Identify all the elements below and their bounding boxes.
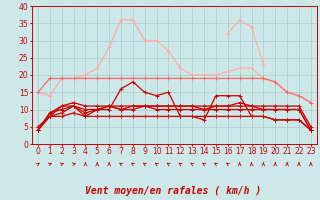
Text: Vent moyen/en rafales ( km/h ): Vent moyen/en rafales ( km/h ) [85,186,261,196]
